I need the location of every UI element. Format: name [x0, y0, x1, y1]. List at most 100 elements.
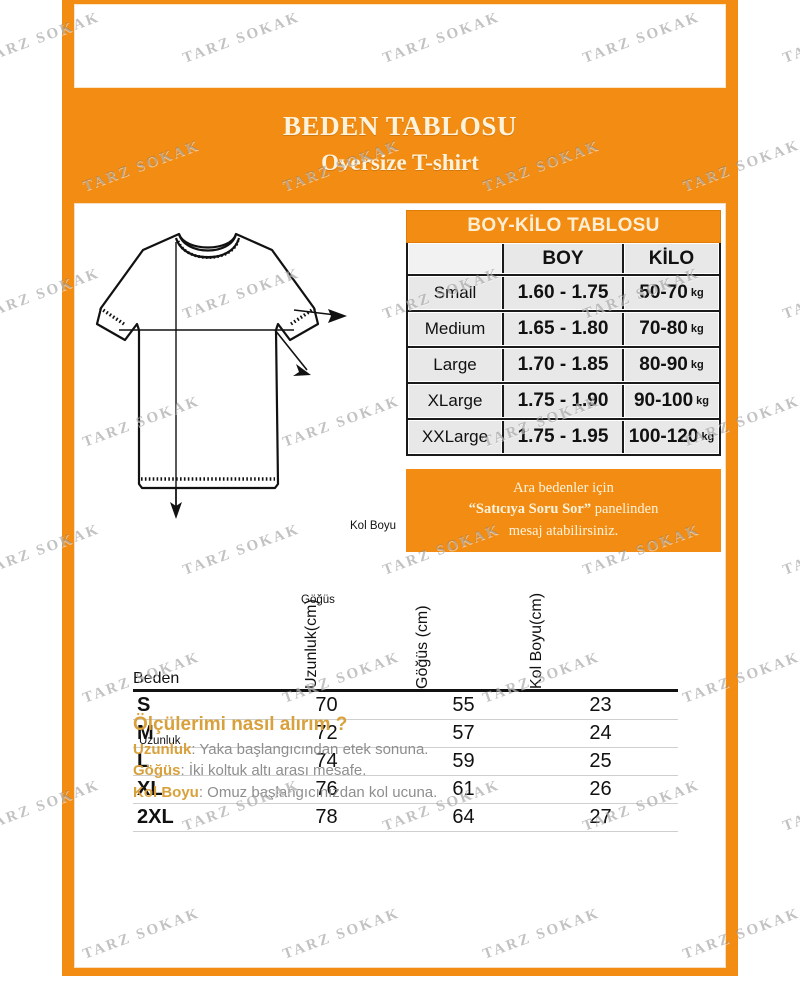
watermark-text: TARZ SOKAK — [0, 905, 3, 962]
cell-kol-boyu: 23 — [589, 694, 612, 716]
table-row: S 70 55 23 — [133, 692, 678, 720]
cell-size: Large — [409, 349, 501, 381]
note-line-3: mesaj atabilirsiniz. — [508, 522, 619, 539]
cell-gogus: 59 — [452, 750, 475, 772]
note-quote: “Satıcıya Soru Sor” — [468, 501, 592, 518]
cell-kilo: 70-80 kg — [625, 313, 718, 345]
watermark-text: TARZ SOKAK — [0, 649, 3, 706]
cell-boy: 1.70 - 1.85 — [502, 349, 624, 381]
table-row: L 74 59 25 — [133, 748, 678, 776]
how-to-measure-title: Ölçülerimi nasıl alırım ? — [133, 714, 348, 735]
cell-boy: 1.60 - 1.75 — [502, 277, 624, 309]
cell-gogus: 64 — [452, 806, 475, 828]
height-weight-grid: BOY KİLO Small 1.60 - 1.75 50-70 kg Mediu… — [406, 243, 721, 456]
header-uzunluk: Uzunluk(cm) — [303, 599, 320, 689]
header-kol-boyu: Kol Boyu(cm) — [528, 592, 545, 689]
content-panel: Kol Boyu Göğüs Uzunluk BOY-KİLO TABLOSU … — [74, 203, 726, 968]
cell-size: XXLarge — [409, 421, 501, 453]
header-beden: Beden — [133, 670, 180, 687]
cell-kilo-unit: kg — [690, 359, 704, 371]
cell-kol-boyu: 25 — [589, 750, 612, 772]
cell-boy: 1.75 - 1.90 — [502, 385, 624, 417]
cell-kilo-value: 80-90 — [639, 354, 688, 375]
cell-uzunluk: 72 — [315, 722, 338, 744]
header-gogus: Göğüs (cm) — [414, 605, 431, 689]
watermark-text: TARZ SOKAK — [780, 777, 800, 835]
cell-size: 2XL — [137, 806, 174, 828]
watermark-text: TARZ SOKAK — [0, 393, 3, 450]
header-cell-boy: BOY — [502, 244, 624, 273]
cell-uzunluk: 74 — [315, 750, 338, 772]
tshirt-diagram: Kol Boyu Göğüs Uzunluk — [79, 212, 409, 747]
how-to-measure-item: Göğüs: İki koltuk altı arası mesafe. — [133, 760, 693, 781]
cell-gogus: 55 — [452, 694, 475, 716]
table-row: XL 76 61 26 — [133, 776, 678, 804]
cell-kilo: 90-100 kg — [625, 385, 718, 417]
cell-kilo: 50-70 kg — [625, 277, 718, 309]
cell-kilo-value: 90-100 — [633, 390, 694, 411]
cell-boy: 1.75 - 1.95 — [502, 421, 624, 453]
ask-seller-note: Ara bedenler için “Satıcıya Soru Sor” pa… — [406, 469, 721, 553]
cell-uzunluk: 76 — [315, 778, 338, 800]
cell-size: M — [137, 722, 154, 744]
cell-kol-boyu: 24 — [589, 722, 612, 744]
watermark-text: TARZ SOKAK — [780, 521, 800, 579]
table-row: Medium 1.65 - 1.80 70-80 kg — [408, 310, 719, 346]
table-row: XXLarge 1.75 - 1.95 100-120 kg — [408, 418, 719, 454]
item-label: Kol Boyu — [133, 783, 199, 801]
item-text: : İki koltuk altı arası mesafe. — [180, 762, 367, 780]
cell-size: Small — [409, 277, 501, 309]
cell-kilo-value: 70-80 — [639, 318, 688, 339]
how-to-measure-item: Kol Boyu: Omuz başlangıcınızdan kol ucun… — [133, 782, 693, 803]
item-text: : Yaka başlangıcından etek sonuna. — [191, 741, 429, 758]
height-weight-table-title: BOY-KİLO TABLOSU — [406, 210, 721, 243]
table-row: 2XL 78 64 27 — [133, 804, 678, 832]
page-title: BEDEN TABLOSU — [282, 111, 518, 141]
watermark-text: TARZ SOKAK — [0, 137, 3, 194]
cell-gogus: 57 — [452, 722, 475, 744]
cell-kilo: 100-120 kg — [625, 421, 718, 453]
page-subtitle: Oversize T-shirt — [321, 150, 479, 175]
measurement-table: Beden Uzunluk(cm) Göğüs (cm) Kol Boyu(cm… — [133, 559, 678, 832]
cell-kilo-value: 50-70 — [639, 282, 688, 303]
cell-boy: 1.65 - 1.80 — [502, 313, 624, 345]
cell-gogus: 61 — [452, 778, 475, 800]
cell-kilo-unit: kg — [696, 395, 709, 407]
cell-kol-boyu: 26 — [589, 778, 612, 800]
table-header-row: BOY KİLO — [408, 243, 719, 274]
top-white-strip — [74, 4, 726, 88]
table-row: Small 1.60 - 1.75 50-70 kg — [408, 274, 719, 310]
table-row: Large 1.70 - 1.85 80-90 kg — [408, 346, 719, 382]
diagram-label-length: Uzunluk — [139, 735, 181, 747]
note-line-2-rest: panelinden — [591, 501, 659, 518]
diagram-label-chest: Göğüs — [301, 594, 335, 606]
measurement-table-header: Beden Uzunluk(cm) Göğüs (cm) Kol Boyu(cm… — [133, 559, 678, 689]
title-block: BEDEN TABLOSU Oversize T-shirt — [62, 92, 738, 200]
cell-kilo: 80-90 kg — [625, 349, 718, 381]
header-cell-kilo: KİLO — [625, 244, 718, 273]
cell-kilo-unit: kg — [690, 323, 704, 335]
item-label: Uzunluk — [133, 741, 192, 758]
cell-size: Medium — [409, 313, 501, 345]
item-text: : Omuz başlangıcınızdan kol ucuna. — [198, 783, 438, 801]
how-to-measure-item: Uzunluk: Yaka başlangıcından etek sonuna… — [133, 739, 693, 760]
cell-size: L — [137, 750, 150, 772]
diagram-label-sleeve: Kol Boyu — [350, 520, 397, 532]
cell-kilo-unit: kg — [701, 431, 715, 443]
header-cell-size — [409, 244, 501, 273]
table-row: XLarge 1.75 - 1.90 90-100 kg — [408, 382, 719, 418]
note-line-1: Ara bedenler için — [513, 480, 614, 496]
watermark-text: TARZ SOKAK — [780, 265, 800, 323]
measurement-table-rule — [133, 689, 678, 692]
how-to-measure-section: Ölçülerimi nasıl alırım ? Uzunluk: Yaka … — [133, 714, 693, 803]
cell-size: XL — [137, 778, 163, 800]
height-weight-table: BOY-KİLO TABLOSU BOY KİLO Small 1.60 - 1… — [406, 210, 721, 456]
table-row: M 72 57 24 — [133, 720, 678, 748]
cell-uzunluk: 78 — [315, 806, 338, 828]
cell-kilo-unit: kg — [690, 287, 704, 299]
note-line-2: “Satıcıya Soru Sor” panelinden — [412, 499, 715, 520]
cell-kol-boyu: 27 — [589, 806, 612, 828]
cell-size: XLarge — [409, 385, 501, 417]
cell-size: S — [137, 694, 151, 716]
